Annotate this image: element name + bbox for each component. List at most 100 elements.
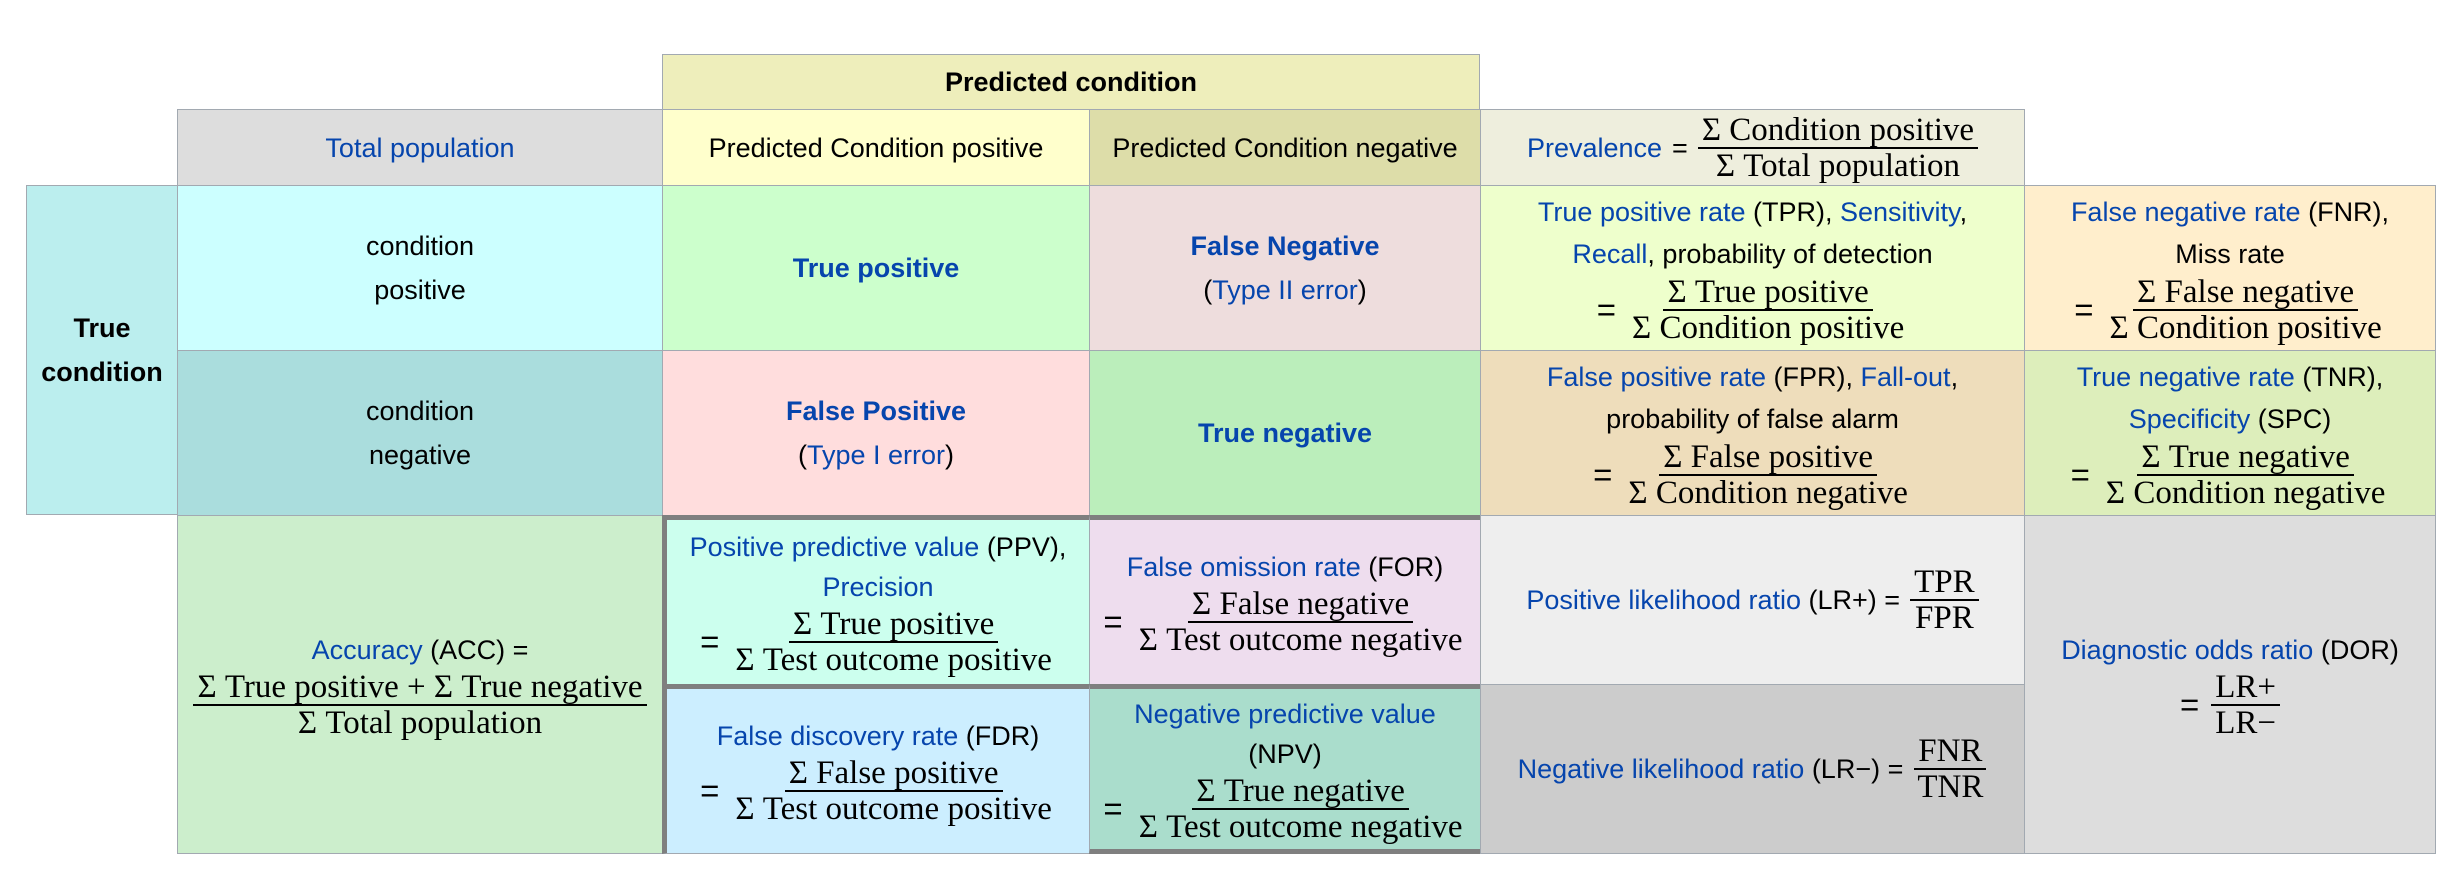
true-positive-cell: True positive [662, 185, 1090, 351]
fnr-numerator: Σ False negative [2133, 275, 2359, 311]
fdr-numerator: Σ False positive [784, 756, 1003, 792]
fnr-fraction: Σ False negative Σ Condition positive [2106, 275, 2386, 345]
ppv-cell: Positive predictive value (PPV), Precisi… [662, 515, 1090, 685]
for-numerator: Σ False negative [1188, 587, 1414, 623]
prevalence-link[interactable]: Prevalence [1526, 132, 1663, 163]
accuracy-fraction: Σ True positive + Σ True negative Σ Tota… [193, 670, 647, 740]
positive-likelihood-cell: Positive likelihood ratio (LR+) = TPR FP… [1480, 515, 2025, 685]
npv-cell: Negative predictive value (NPV) = Σ True… [1089, 684, 1481, 854]
fnr-link[interactable]: False negative rate [2070, 197, 2301, 227]
condition-negative-line1: condition [365, 396, 475, 426]
fpr-denominator: Σ Condition negative [1628, 475, 1908, 511]
fpr-numerator: Σ False positive [1659, 440, 1878, 476]
recall-link[interactable]: Recall [1572, 239, 1648, 269]
specificity-link[interactable]: Specificity [2128, 404, 2251, 434]
true-condition-line2: condition [41, 357, 163, 387]
tpr-fraction: Σ True positive Σ Condition positive [1628, 275, 1908, 345]
dor-numerator: LR+ [2211, 670, 2281, 706]
ppv-link[interactable]: Positive predictive value [689, 532, 980, 562]
tpr-link[interactable]: True positive rate [1537, 197, 1746, 227]
ppv-numerator: Σ True positive [788, 607, 999, 643]
tnr-link[interactable]: True negative rate [2076, 362, 2295, 392]
ppv-fraction: Σ True positive Σ Test outcome positive [731, 607, 1056, 677]
tnr-abbr: (TNR), [2294, 362, 2384, 392]
tpr-equals: = [1596, 291, 1617, 328]
accuracy-abbr: (ACC) = [422, 634, 529, 665]
tpr-abbr: (TPR), [1745, 197, 1841, 227]
tnr-cell: True negative rate (TNR), Specificity (S… [2024, 350, 2436, 516]
sensitivity-link[interactable]: Sensitivity [1840, 197, 1960, 227]
lr-negative-link[interactable]: Negative likelihood ratio [1517, 754, 1805, 784]
condition-negative-label: condition negative [177, 350, 663, 516]
lr-positive-link[interactable]: Positive likelihood ratio [1526, 585, 1802, 615]
prevalence-fraction: Σ Condition positive Σ Total population [1697, 113, 1979, 184]
fdr-cell: False discovery rate (FDR) = Σ False pos… [662, 684, 1090, 854]
tnr-denominator: Σ Condition negative [2105, 475, 2386, 511]
prevalence-denominator: Σ Total population [1715, 147, 1961, 184]
fnr-abbr: (FNR), [2300, 197, 2390, 227]
true-negative-link[interactable]: True negative [1197, 418, 1373, 448]
false-positive-cell: False Positive (Type I error) [662, 350, 1090, 516]
fdr-link[interactable]: False discovery rate [716, 721, 959, 751]
lr-positive-denominator: FPR [1914, 600, 1974, 636]
predicted-positive-label: Predicted Condition positive [708, 132, 1044, 163]
dor-equals: = [2179, 685, 2200, 723]
prevalence-equals: = [1672, 132, 1688, 163]
lr-positive-fraction: TPR FPR [1910, 565, 1979, 635]
condition-negative-line2: negative [368, 440, 472, 470]
false-positive-link[interactable]: False Positive [785, 396, 967, 426]
tpr-denominator: Σ Condition positive [1632, 310, 1905, 346]
fdr-abbr: (FDR) [958, 721, 1040, 751]
fnr-cell: False negative rate (FNR), Miss rate = Σ… [2024, 185, 2436, 351]
accuracy-numerator: Σ True positive + Σ True negative [193, 670, 647, 706]
true-positive-link[interactable]: True positive [792, 253, 960, 283]
fpr-comma: , [1950, 362, 1959, 392]
for-abbr: (FOR) [1360, 552, 1444, 582]
dor-link[interactable]: Diagnostic odds ratio [2061, 634, 2314, 665]
lr-negative-fraction: FNR TNR [1913, 734, 1987, 804]
for-link[interactable]: False omission rate [1126, 552, 1361, 582]
prevalence-cell: Prevalence = Σ Condition positive Σ Tota… [1480, 109, 2025, 186]
npv-link[interactable]: Negative predictive value [1134, 699, 1436, 729]
accuracy-link[interactable]: Accuracy [311, 634, 423, 665]
fpr-fraction: Σ False positive Σ Condition negative [1624, 440, 1912, 510]
for-fraction: Σ False negative Σ Test outcome negative [1135, 587, 1467, 657]
fnr-denominator: Σ Condition positive [2109, 310, 2382, 346]
fpr-cell: False positive rate (FPR), Fall-out, pro… [1480, 350, 2025, 516]
ppv-equals: = [700, 623, 720, 660]
ppv-abbr: (PPV), [979, 532, 1067, 562]
dor-fraction: LR+ LR− [2211, 670, 2281, 740]
ppv-denominator: Σ Test outcome positive [735, 642, 1052, 678]
npv-fraction: Σ True negative Σ Test outcome negative [1135, 774, 1467, 844]
tpr-comma: , [1959, 197, 1968, 227]
fp-close-paren: ) [945, 440, 955, 470]
precision-link[interactable]: Precision [822, 572, 934, 602]
lr-negative-numerator: FNR [1914, 734, 1987, 770]
predicted-condition-label: Predicted condition [944, 67, 1198, 97]
fdr-equals: = [700, 772, 720, 809]
tnr-numerator: Σ True negative [2137, 440, 2354, 476]
accuracy-cell: Accuracy (ACC) = Σ True positive + Σ Tru… [177, 515, 663, 854]
total-population-link[interactable]: Total population [325, 132, 515, 163]
fall-out-link[interactable]: Fall-out [1860, 362, 1951, 392]
for-cell: False omission rate (FOR) = Σ False nega… [1089, 515, 1481, 685]
predicted-condition-header: Predicted condition [662, 54, 1480, 110]
dor-cell: Diagnostic odds ratio (DOR) = LR+ LR− [2024, 515, 2436, 854]
type-i-error-link[interactable]: Type I error [806, 440, 946, 470]
lr-positive-numerator: TPR [1910, 565, 1979, 601]
for-denominator: Σ Test outcome negative [1138, 622, 1463, 658]
condition-positive-line2: positive [374, 275, 466, 305]
lr-negative-denominator: TNR [1917, 769, 1984, 805]
fn-open-paren: ( [1203, 275, 1213, 305]
for-equals: = [1103, 603, 1123, 640]
false-negative-link[interactable]: False Negative [1190, 231, 1380, 261]
fpr-link[interactable]: False positive rate [1546, 362, 1767, 392]
fn-close-paren: ) [1357, 275, 1367, 305]
true-negative-cell: True negative [1089, 350, 1481, 516]
tnr-equals: = [2070, 456, 2090, 493]
fpr-abbr: (FPR), [1766, 362, 1861, 392]
predicted-negative-label: Predicted Condition negative [1112, 132, 1458, 163]
type-ii-error-link[interactable]: Type II error [1212, 275, 1358, 305]
total-population-header: Total population [177, 109, 663, 186]
fp-open-paren: ( [797, 440, 807, 470]
